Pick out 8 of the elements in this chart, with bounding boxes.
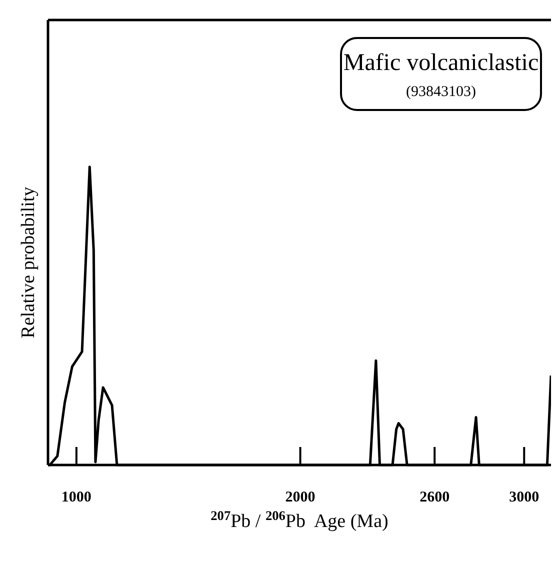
x-tick-label: 2600 <box>420 490 450 506</box>
x-axis-title: $^{207}$Pb / $^{206}$Pb Age (Ma) <box>210 508 388 532</box>
x-tick-label: 3000 <box>509 490 540 506</box>
y-axis-title: Relative probability <box>18 186 39 338</box>
x-tick-label: 2000 <box>285 490 316 506</box>
chart-title: Mafic volcaniclastic <box>343 50 539 76</box>
chart-subtitle: (93843103) <box>406 84 476 100</box>
x-tick-label: 1000 <box>61 490 92 506</box>
